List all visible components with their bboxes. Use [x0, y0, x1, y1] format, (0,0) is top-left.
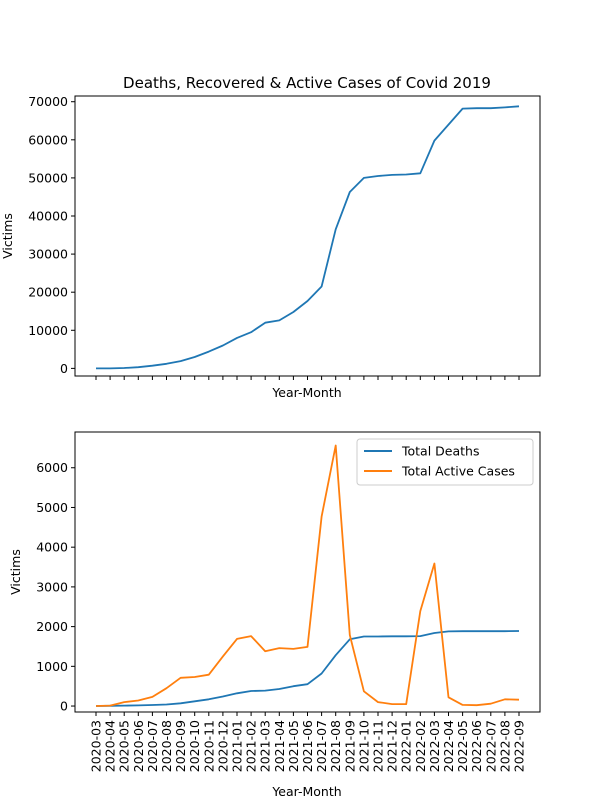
y-tick-label: 5000	[36, 500, 68, 515]
x-tick-label: 2022-04	[441, 720, 456, 772]
series-lines	[95, 444, 520, 707]
chart-bottom: Year-Month Victims 0 1000 2000 3000 4000 5000…	[8, 431, 541, 799]
series-lines	[96, 105, 520, 370]
x-axis-label: Year-Month	[271, 784, 341, 799]
x-tick-label: 2020-04	[103, 720, 118, 772]
y-tick-label: 60000	[28, 132, 68, 147]
y-tick-label: 10000	[28, 323, 68, 338]
x-tick-label: 2021-02	[244, 720, 259, 772]
y-tick-label: 0	[60, 699, 68, 714]
x-tick-label: 2022-08	[497, 720, 512, 772]
x-tick-label: 2020-05	[117, 720, 132, 772]
y-axis-label: Victims	[0, 213, 15, 259]
x-tick-label: 2022-03	[427, 720, 442, 772]
x-tick-label: 2020-07	[145, 720, 160, 772]
y-axis-label: Victims	[8, 549, 23, 595]
y-tick-label: 1000	[36, 659, 68, 674]
x-tick-label: 2022-01	[399, 720, 414, 772]
x-tick-label: 2021-06	[300, 720, 315, 772]
chart-top: Deaths, Recovered & Active Cases of Covi…	[0, 74, 541, 400]
x-tick-label: 2020-08	[159, 720, 174, 772]
legend-label-total-active-cases: Total Active Cases	[401, 464, 515, 479]
x-tick-label: 2021-08	[328, 720, 343, 772]
plot-frame	[74, 431, 541, 713]
y-tick-label: 50000	[28, 170, 68, 185]
series-line	[95, 444, 520, 707]
legend: Total Deaths Total Active Cases	[356, 438, 534, 486]
x-tick-label: 2021-04	[272, 720, 287, 772]
y-tick-label: 2000	[36, 619, 68, 634]
series-line	[96, 105, 520, 370]
x-tick-label: 2021-09	[342, 720, 357, 772]
y-tick-label: 3000	[36, 579, 68, 594]
x-tick-label: 2021-10	[356, 720, 371, 772]
x-tick-label: 2022-02	[413, 720, 428, 772]
y-tick-label: 0	[60, 361, 68, 376]
legend-label-total-deaths: Total Deaths	[401, 444, 479, 459]
y-tick-label: 70000	[28, 94, 68, 109]
y-tick-label: 40000	[28, 209, 68, 224]
x-tick-label: 2021-11	[371, 720, 386, 772]
x-tick-label: 2020-12	[215, 720, 230, 772]
series-line	[95, 630, 520, 707]
y-tick-label: 30000	[28, 247, 68, 262]
x-tick-label: 2022-09	[512, 720, 527, 772]
x-tick-label: 2022-05	[455, 720, 470, 772]
plot-frame	[74, 95, 541, 377]
y-tick-label: 4000	[36, 540, 68, 555]
x-tick-label: 2021-01	[230, 720, 245, 772]
x-tick-label: 2021-12	[385, 720, 400, 772]
x-tick-label: 2021-03	[258, 720, 273, 772]
x-axis-label: Year-Month	[271, 385, 341, 400]
x-tick-label: 2020-11	[201, 720, 216, 772]
y-tick-label: 6000	[36, 460, 68, 475]
x-tick-label: 2022-06	[469, 720, 484, 772]
legend-box	[356, 438, 534, 486]
x-tick-label: 2020-09	[173, 720, 188, 772]
ticks: 0 10000 20000 30000 40000 50000 60000 70000	[28, 94, 520, 380]
y-tick-label: 20000	[28, 285, 68, 300]
x-tick-label: 2020-03	[89, 720, 104, 772]
x-tick-label: 2020-10	[187, 720, 202, 772]
chart-title: Deaths, Recovered & Active Cases of Covi…	[123, 74, 491, 92]
x-tick-label: 2021-07	[314, 720, 329, 772]
x-tick-label: 2021-05	[286, 720, 301, 772]
x-tick-label: 2022-07	[483, 720, 498, 772]
x-tick-label: 2020-06	[131, 720, 146, 772]
